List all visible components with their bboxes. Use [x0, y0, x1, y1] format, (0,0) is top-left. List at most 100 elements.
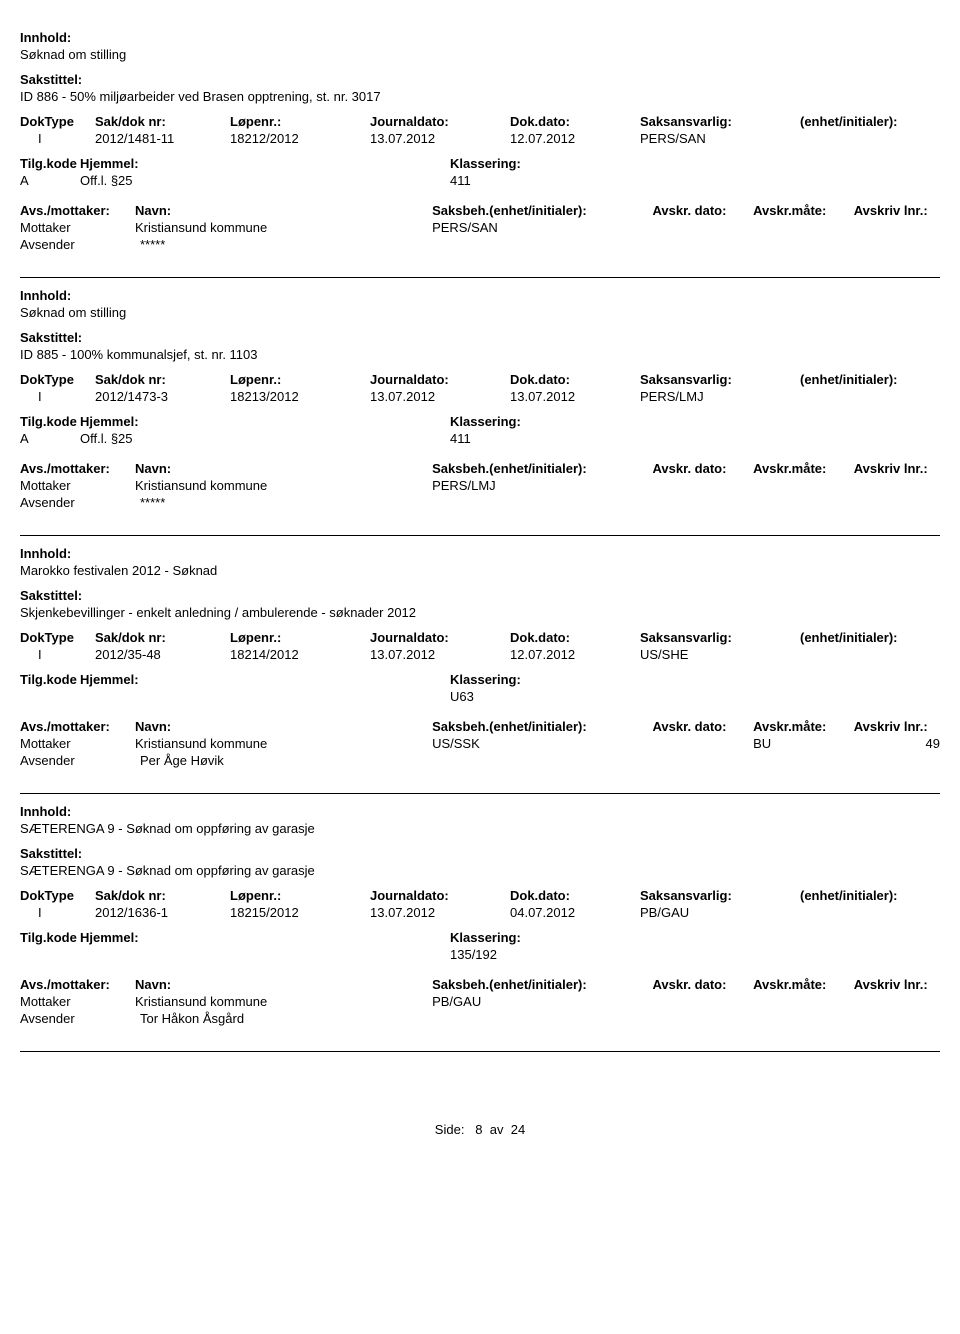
- footer-total: 24: [511, 1122, 525, 1137]
- doktype-value: I: [20, 905, 95, 920]
- klassering-value: 135/192: [450, 947, 650, 962]
- sakstittel-value: SÆTERENGA 9 - Søknad om oppføring av gar…: [20, 863, 940, 878]
- avsender-role: Avsender: [20, 1011, 140, 1026]
- page-footer: Side: 8 av 24: [20, 1122, 940, 1137]
- doktype-value: I: [20, 647, 95, 662]
- saksbeh-header: Saksbeh.(enhet/initialer):: [432, 719, 652, 734]
- journaldato-value: 13.07.2012: [370, 131, 510, 146]
- innhold-label: Innhold:: [20, 546, 940, 561]
- enhet-header: (enhet/initialer):: [800, 114, 940, 129]
- saksansvarlig-value: PERS/SAN: [640, 131, 800, 146]
- avskrivlnr-header: Avskriv lnr.:: [854, 719, 940, 734]
- mottaker-name: Kristiansund kommune: [135, 994, 432, 1009]
- tilgkode-header: Tilg.kode: [20, 156, 80, 171]
- sakdoknr-value: 2012/1481-11: [95, 131, 230, 146]
- hjemmel-value: [80, 689, 450, 704]
- lopenr-header: Løpenr.:: [230, 372, 370, 387]
- avsmottaker-header: Avs./mottaker:: [20, 719, 135, 734]
- lopenr-value: 18214/2012: [230, 647, 370, 662]
- tilgkode-header-row: Tilg.kode Hjemmel: Klassering:: [20, 672, 940, 687]
- dokdato-header: Dok.dato:: [510, 372, 640, 387]
- mottaker-avskrivlnr: [854, 478, 940, 493]
- saksbeh-header: Saksbeh.(enhet/initialer):: [432, 203, 652, 218]
- avsender-name: *****: [140, 237, 450, 252]
- saksansvarlig-value: PB/GAU: [640, 905, 800, 920]
- innhold-label: Innhold:: [20, 804, 940, 819]
- avsender-name: Tor Håkon Åsgård: [140, 1011, 450, 1026]
- journaldato-header: Journaldato:: [370, 372, 510, 387]
- avsmottaker-header: Avs./mottaker:: [20, 203, 135, 218]
- avskrivlnr-header: Avskriv lnr.:: [854, 461, 940, 476]
- column-header-row: DokType Sak/dok nr: Løpenr.: Journaldato…: [20, 630, 940, 645]
- mottaker-role: Mottaker: [20, 478, 135, 493]
- sakstittel-label: Sakstittel:: [20, 72, 940, 87]
- party-header-row: Avs./mottaker: Navn: Saksbeh.(enhet/init…: [20, 719, 940, 734]
- sakdoknr-header: Sak/dok nr:: [95, 372, 230, 387]
- journal-record: Innhold: Marokko festivalen 2012 - Søkna…: [20, 536, 940, 794]
- sakdoknr-header: Sak/dok nr:: [95, 888, 230, 903]
- main-data-row: I 2012/1636-1 18215/2012 13.07.2012 04.0…: [20, 905, 940, 920]
- klassering-value: 411: [450, 173, 650, 188]
- tilgkode-header-row: Tilg.kode Hjemmel: Klassering:: [20, 414, 940, 429]
- mottaker-avskrivlnr: [854, 994, 940, 1009]
- main-data-row: I 2012/1473-3 18213/2012 13.07.2012 13.0…: [20, 389, 940, 404]
- footer-side-label: Side:: [435, 1122, 465, 1137]
- footer-page: 8: [475, 1122, 482, 1137]
- doktype-header: DokType: [20, 630, 95, 645]
- mottaker-row: Mottaker Kristiansund kommune PERS/LMJ: [20, 478, 940, 493]
- party-header-row: Avs./mottaker: Navn: Saksbeh.(enhet/init…: [20, 977, 940, 992]
- party-header-row: Avs./mottaker: Navn: Saksbeh.(enhet/init…: [20, 461, 940, 476]
- sakstittel-value: Skjenkebevillinger - enkelt anledning / …: [20, 605, 940, 620]
- navn-header: Navn:: [135, 203, 432, 218]
- saksansvarlig-header: Saksansvarlig:: [640, 630, 800, 645]
- klassering-value: 411: [450, 431, 650, 446]
- dokdato-header: Dok.dato:: [510, 888, 640, 903]
- avskrdato-header: Avskr. dato:: [653, 461, 754, 476]
- party-header-row: Avs./mottaker: Navn: Saksbeh.(enhet/init…: [20, 203, 940, 218]
- lopenr-value: 18213/2012: [230, 389, 370, 404]
- journaldato-value: 13.07.2012: [370, 389, 510, 404]
- mottaker-avskrmote: [753, 220, 854, 235]
- dokdato-header: Dok.dato:: [510, 630, 640, 645]
- sakstittel-value: ID 885 - 100% kommunalsjef, st. nr. 1103: [20, 347, 940, 362]
- dokdato-value: 13.07.2012: [510, 389, 640, 404]
- tilgkode-data-row: U63: [20, 689, 940, 704]
- mottaker-role: Mottaker: [20, 220, 135, 235]
- saksbeh-header: Saksbeh.(enhet/initialer):: [432, 977, 652, 992]
- lopenr-value: 18215/2012: [230, 905, 370, 920]
- avsmottaker-header: Avs./mottaker:: [20, 461, 135, 476]
- main-data-row: I 2012/1481-11 18212/2012 13.07.2012 12.…: [20, 131, 940, 146]
- tilgkode-value: [20, 947, 80, 962]
- mottaker-avskrmote: BU: [753, 736, 854, 751]
- tilgkode-header: Tilg.kode: [20, 414, 80, 429]
- innhold-value: SÆTERENGA 9 - Søknad om oppføring av gar…: [20, 821, 940, 836]
- avskrdato-header: Avskr. dato:: [653, 203, 754, 218]
- journaldato-value: 13.07.2012: [370, 905, 510, 920]
- navn-header: Navn:: [135, 719, 432, 734]
- mottaker-name: Kristiansund kommune: [135, 736, 432, 751]
- sakstittel-value: ID 886 - 50% miljøarbeider ved Brasen op…: [20, 89, 940, 104]
- avsender-role: Avsender: [20, 237, 140, 252]
- footer-av: av: [490, 1122, 504, 1137]
- klassering-value: U63: [450, 689, 650, 704]
- tilgkode-value: A: [20, 431, 80, 446]
- sakstittel-label: Sakstittel:: [20, 588, 940, 603]
- innhold-value: Søknad om stilling: [20, 305, 940, 320]
- dokdato-header: Dok.dato:: [510, 114, 640, 129]
- journal-record: Innhold: Søknad om stilling Sakstittel: …: [20, 278, 940, 536]
- sakdoknr-value: 2012/1636-1: [95, 905, 230, 920]
- column-header-row: DokType Sak/dok nr: Løpenr.: Journaldato…: [20, 888, 940, 903]
- avskrmote-header: Avskr.måte:: [753, 203, 854, 218]
- navn-header: Navn:: [135, 461, 432, 476]
- tilgkode-data-row: A Off.l. §25 411: [20, 173, 940, 188]
- hjemmel-header: Hjemmel:: [80, 414, 450, 429]
- tilgkode-value: A: [20, 173, 80, 188]
- enhet-header: (enhet/initialer):: [800, 888, 940, 903]
- mottaker-avskrivlnr: 49: [854, 736, 940, 751]
- column-header-row: DokType Sak/dok nr: Løpenr.: Journaldato…: [20, 114, 940, 129]
- sakstittel-label: Sakstittel:: [20, 846, 940, 861]
- doktype-header: DokType: [20, 114, 95, 129]
- tilgkode-data-row: A Off.l. §25 411: [20, 431, 940, 446]
- tilgkode-header-row: Tilg.kode Hjemmel: Klassering:: [20, 156, 940, 171]
- journaldato-header: Journaldato:: [370, 630, 510, 645]
